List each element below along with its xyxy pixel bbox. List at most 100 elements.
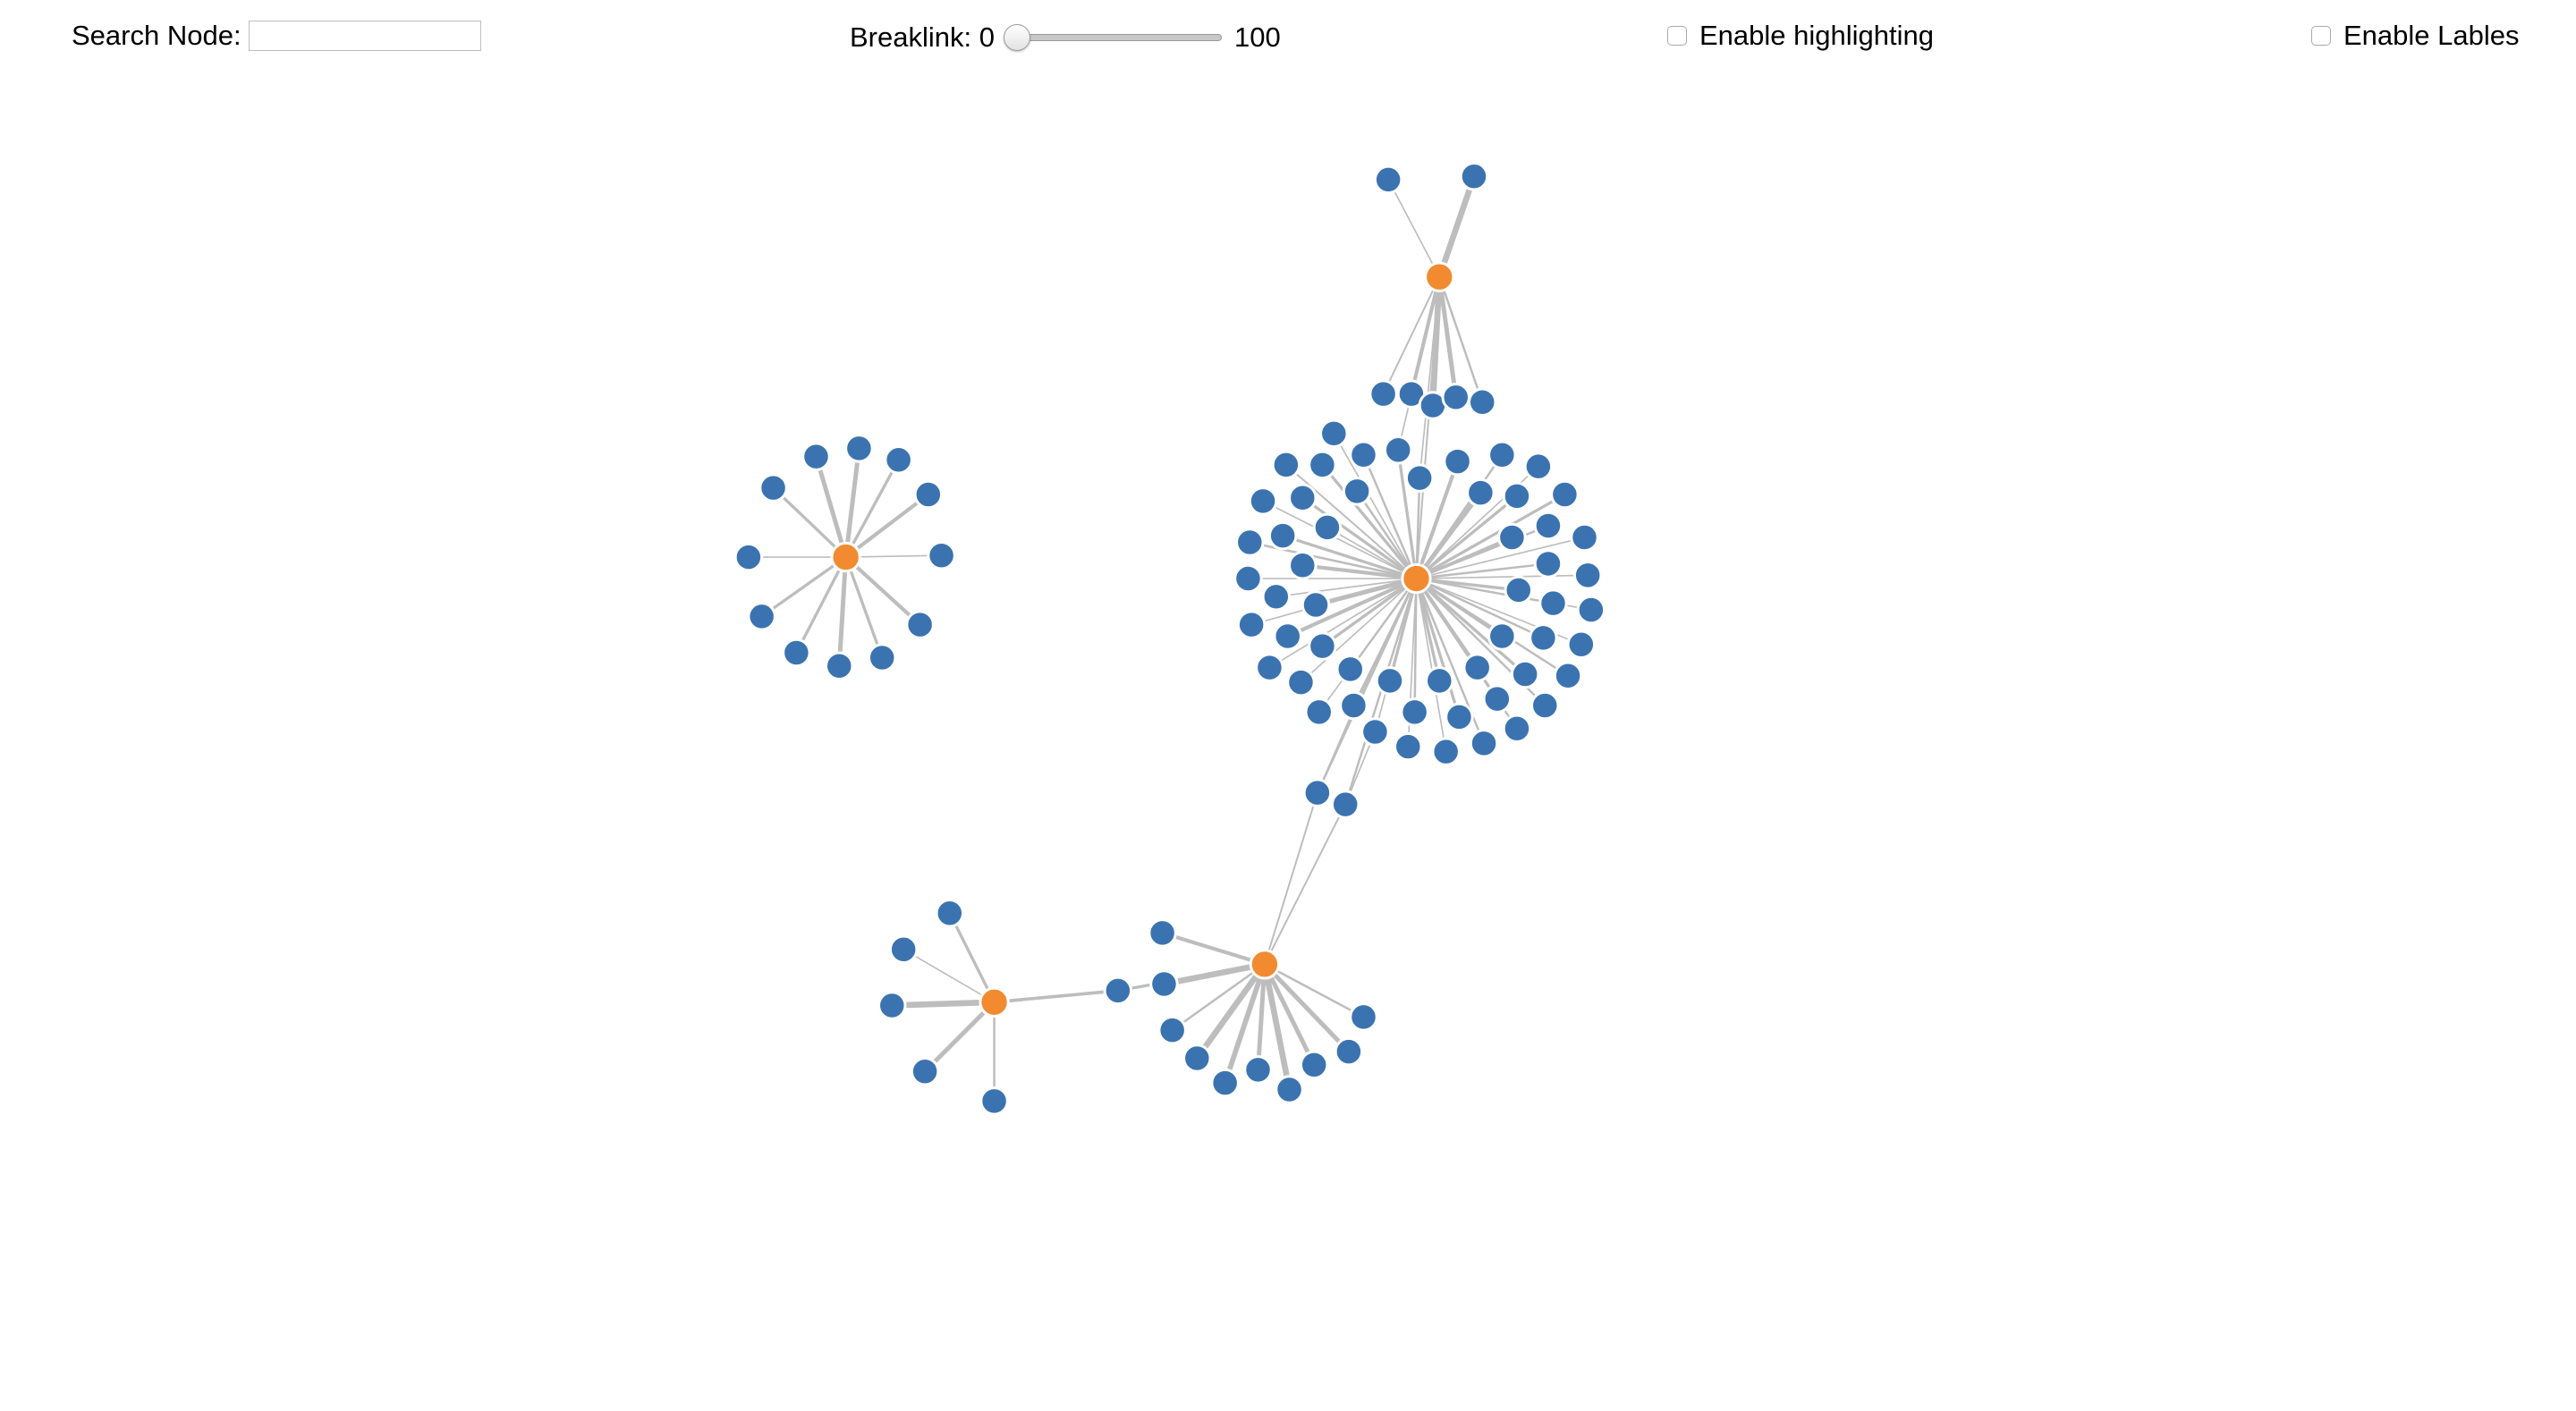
leaf-node[interactable] (801, 442, 831, 471)
leaf-node[interactable] (1248, 486, 1278, 516)
leaf-node[interactable] (1550, 479, 1580, 510)
leaf-node[interactable] (758, 473, 788, 503)
leaf-node[interactable] (1368, 379, 1398, 409)
leaf-node[interactable] (1504, 575, 1534, 605)
hub-node[interactable] (1401, 562, 1432, 595)
leaf-node[interactable] (1235, 528, 1265, 557)
leaf-node[interactable] (825, 651, 854, 680)
leaf-node[interactable] (1308, 450, 1337, 480)
leaf-node[interactable] (1425, 666, 1454, 696)
leaf-node[interactable] (1267, 520, 1298, 551)
leaf-node[interactable] (1243, 1055, 1273, 1085)
leaf-node[interactable] (1529, 623, 1558, 653)
leaf-node[interactable] (733, 542, 764, 572)
leaf-node[interactable] (927, 540, 956, 570)
leaf-node[interactable] (1459, 161, 1489, 191)
search-input[interactable] (248, 21, 481, 51)
leaf-node[interactable] (1149, 969, 1179, 999)
leaf-node[interactable] (1308, 631, 1337, 661)
leaf-node[interactable] (1533, 511, 1563, 541)
leaf-node[interactable] (1335, 655, 1365, 684)
leaf-node[interactable] (1182, 1043, 1212, 1073)
leaf-node[interactable] (1157, 1015, 1187, 1045)
leaf-node[interactable] (1342, 477, 1372, 506)
leaf-node[interactable] (1304, 697, 1334, 727)
leaf-node[interactable] (782, 638, 811, 668)
leaf-node[interactable] (1375, 666, 1405, 696)
leaf-node[interactable] (1288, 483, 1318, 512)
leaf-node[interactable] (1302, 778, 1333, 807)
leaf-node[interactable] (913, 479, 944, 510)
leaf-node[interactable] (1349, 1002, 1378, 1032)
leaf-node[interactable] (1261, 582, 1292, 612)
leaf-node[interactable] (1233, 563, 1263, 594)
leaf-node[interactable] (1469, 729, 1499, 758)
leaf-node[interactable] (1443, 446, 1472, 477)
leaf-node[interactable] (1210, 1068, 1240, 1098)
leaf-node[interactable] (1319, 418, 1349, 449)
breaklink-slider[interactable] (1003, 21, 1222, 54)
leaf-node[interactable] (1236, 610, 1267, 639)
labels-checkbox[interactable] (2311, 26, 2331, 46)
leaf-node[interactable] (1510, 659, 1540, 689)
highlight-checkbox[interactable] (1667, 26, 1687, 46)
hub-node[interactable] (830, 541, 861, 573)
leaf-node[interactable] (1533, 549, 1563, 579)
leaf-node[interactable] (1572, 561, 1603, 590)
leaf-node[interactable] (1288, 551, 1318, 580)
leaf-node[interactable] (935, 898, 965, 928)
leaf-node[interactable] (1330, 790, 1360, 819)
hub-node[interactable] (1424, 261, 1455, 292)
leaf-node[interactable] (1445, 702, 1474, 732)
leaf-node[interactable] (1349, 440, 1378, 470)
leaf-node[interactable] (1299, 1050, 1329, 1080)
leaf-node[interactable] (1441, 383, 1470, 412)
leaf-node[interactable] (1538, 588, 1568, 618)
leaf-node[interactable] (1530, 690, 1560, 721)
leaf-node[interactable] (1373, 165, 1403, 195)
leaf-node[interactable] (1462, 653, 1492, 682)
leaf-node[interactable] (910, 1056, 940, 1086)
leaf-node[interactable] (1502, 481, 1532, 511)
leaf-node[interactable] (1467, 387, 1497, 418)
hub-node[interactable] (979, 986, 1010, 1018)
leaf-node[interactable] (747, 602, 776, 631)
breaklink-slider-thumb[interactable] (1003, 24, 1030, 51)
leaf-node[interactable] (1271, 450, 1301, 480)
leaf-node[interactable] (1339, 690, 1368, 721)
leaf-node[interactable] (1466, 477, 1496, 508)
hub-node[interactable] (1249, 949, 1281, 980)
leaf-node[interactable] (1103, 976, 1133, 1006)
leaf-node[interactable] (884, 445, 913, 475)
leaf-node[interactable] (1273, 621, 1302, 651)
leaf-node[interactable] (1404, 463, 1435, 493)
leaf-node[interactable] (844, 434, 874, 463)
leaf-node[interactable] (1394, 731, 1423, 762)
leaf-node[interactable] (1482, 684, 1513, 714)
leaf-node[interactable] (1312, 512, 1343, 543)
leaf-node[interactable] (1255, 653, 1284, 682)
leaf-node[interactable] (1502, 714, 1532, 744)
leaf-node[interactable] (1275, 1075, 1304, 1104)
leaf-node[interactable] (888, 934, 919, 965)
leaf-node[interactable] (979, 1086, 1009, 1116)
leaf-node[interactable] (867, 643, 897, 672)
leaf-node[interactable] (1576, 595, 1606, 625)
leaf-node[interactable] (1286, 667, 1316, 697)
leaf-node[interactable] (877, 991, 907, 1020)
leaf-node[interactable] (1431, 737, 1461, 766)
leaf-node[interactable] (1553, 661, 1583, 691)
leaf-node[interactable] (1383, 435, 1413, 465)
leaf-node[interactable] (1497, 522, 1527, 553)
leaf-node[interactable] (1570, 522, 1599, 553)
leaf-node[interactable] (905, 610, 935, 639)
leaf-node[interactable] (1400, 697, 1429, 727)
leaf-node[interactable] (1523, 452, 1554, 481)
leaf-node[interactable] (1566, 629, 1597, 660)
leaf-node[interactable] (1487, 440, 1517, 470)
leaf-node[interactable] (1334, 1036, 1364, 1067)
leaf-node[interactable] (1360, 717, 1390, 747)
leaf-node[interactable] (1148, 918, 1177, 948)
leaf-node[interactable] (1301, 590, 1331, 620)
